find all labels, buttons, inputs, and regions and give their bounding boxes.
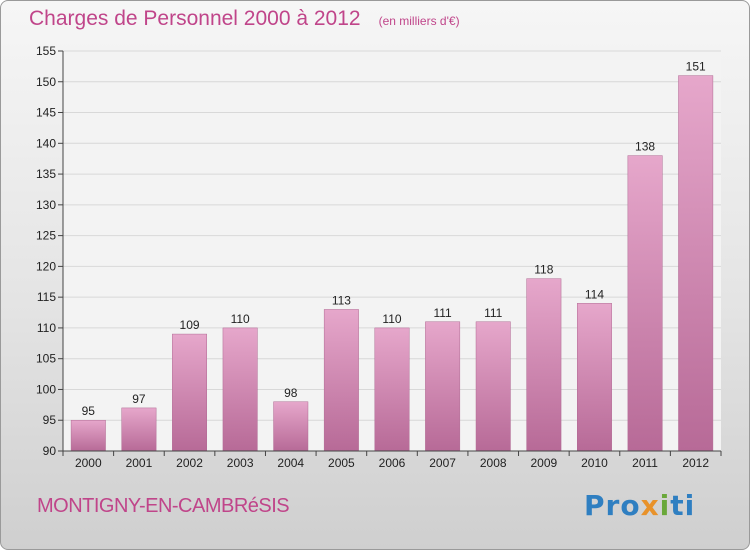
bar xyxy=(323,309,359,452)
bar xyxy=(172,333,207,452)
logo-part-1: Pro xyxy=(584,489,641,522)
location-name: MONTIGNY-EN-CAMBRéSIS xyxy=(37,495,290,517)
data-label: 138 xyxy=(635,140,655,154)
x-tick-label: 2003 xyxy=(227,456,254,470)
x-tick-label: 2000 xyxy=(75,456,102,470)
data-label: 95 xyxy=(82,404,96,418)
x-tick-label: 2005 xyxy=(328,456,355,470)
y-tick-label: 145 xyxy=(36,106,56,120)
bar xyxy=(222,327,258,452)
y-tick-label: 135 xyxy=(36,167,56,181)
x-tick-label: 2001 xyxy=(126,456,153,470)
bar xyxy=(70,419,106,452)
proxiti-logo[interactable]: Proxiti xyxy=(584,489,695,522)
bar xyxy=(273,401,309,452)
data-label: 109 xyxy=(180,318,200,332)
x-axis: 2000 2001 2002 2003 2004 2005 2006 2007 2008 2009… xyxy=(62,450,722,470)
x-tick-label: 2007 xyxy=(429,456,456,470)
y-tick-label: 90 xyxy=(43,444,57,458)
x-tick-label: 2009 xyxy=(530,456,557,470)
bar xyxy=(526,278,562,452)
bar xyxy=(627,155,663,452)
y-tick-label: 155 xyxy=(36,44,56,58)
y-tick-label: 120 xyxy=(36,259,56,273)
logo-part-2: x xyxy=(640,489,660,522)
x-tick-label: 2002 xyxy=(176,456,203,470)
bar xyxy=(678,75,714,452)
data-label: 110 xyxy=(382,312,401,326)
data-label: 111 xyxy=(433,306,452,320)
y-axis: 90 95 100 105 110 115 120 125 130 135 140 145 150 155 xyxy=(36,44,64,458)
chart-title: Charges de Personnel 2000 à 2012 (en mill… xyxy=(29,7,460,31)
data-label: 114 xyxy=(585,287,604,301)
bar xyxy=(475,321,511,452)
data-label: 113 xyxy=(332,293,351,307)
y-tick-label: 130 xyxy=(36,198,56,212)
y-tick-label: 105 xyxy=(36,352,56,366)
y-tick-label: 110 xyxy=(37,321,56,335)
x-tick-label: 2011 xyxy=(632,456,658,470)
logo-part-4: ti xyxy=(670,489,696,522)
data-label: 98 xyxy=(284,386,298,400)
bars: 95 97 109 110 98 113 110 111 111 118 114 138 151 xyxy=(70,60,714,452)
y-tick-label: 95 xyxy=(43,413,57,427)
y-tick-label: 115 xyxy=(37,290,56,304)
bar xyxy=(121,407,157,452)
data-label: 97 xyxy=(132,392,146,406)
bar xyxy=(577,303,612,452)
data-label: 110 xyxy=(231,312,250,326)
y-tick-label: 140 xyxy=(36,136,56,150)
x-tick-label: 2004 xyxy=(277,456,304,470)
x-tick-label: 2006 xyxy=(379,456,406,470)
x-tick-label: 2012 xyxy=(682,456,709,470)
title-text: Charges de Personnel 2000 à 2012 xyxy=(29,7,361,30)
data-label: 118 xyxy=(534,263,553,277)
y-tick-label: 100 xyxy=(36,382,56,396)
logo-part-3: i xyxy=(659,489,671,522)
chart-subtitle: (en milliers d'€) xyxy=(378,14,460,28)
bar xyxy=(425,321,461,452)
data-label: 111 xyxy=(484,306,503,320)
y-tick-label: 150 xyxy=(36,75,56,89)
x-tick-label: 2008 xyxy=(480,456,507,470)
y-tick-label: 125 xyxy=(36,229,56,243)
bar xyxy=(374,327,410,452)
data-label: 151 xyxy=(686,60,706,74)
x-tick-label: 2010 xyxy=(581,456,608,470)
